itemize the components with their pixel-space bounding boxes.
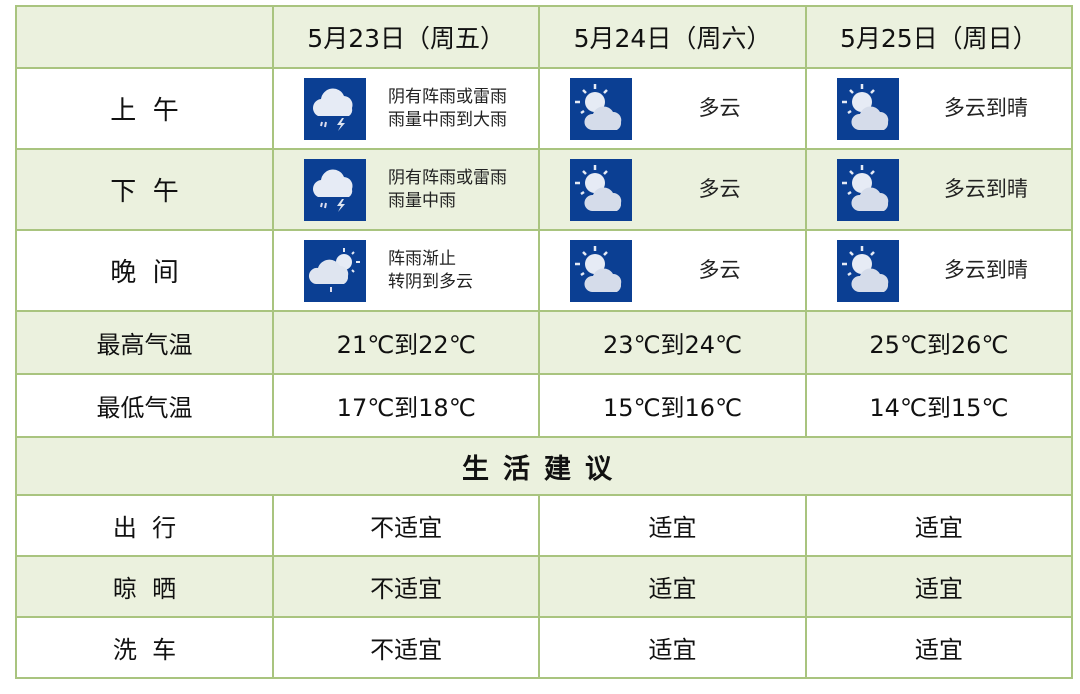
advice-value: 适宜	[804, 616, 1074, 679]
temperature-value: 17℃到18℃	[271, 373, 541, 438]
description-line: 多云到晴	[943, 258, 1028, 282]
period-label: 下 午	[15, 148, 274, 231]
thunderstorm-icon	[304, 77, 366, 140]
shower-clearing-icon	[304, 239, 366, 302]
forecast-cell: 多云到晴	[804, 67, 1074, 150]
temperature-label: 最低气温	[15, 373, 274, 438]
advice-value: 适宜	[804, 494, 1074, 557]
weather-description: 多云到晴	[921, 259, 1071, 282]
temperature-label: 最高气温	[15, 310, 274, 375]
advice-label: 晾 晒	[15, 555, 274, 618]
advice-value: 适宜	[804, 555, 1074, 618]
advice-row: 出 行不适宜 适宜 适宜	[15, 494, 1074, 557]
day-header: 5月24日（周六）	[538, 5, 807, 69]
advice-value: 适宜	[538, 555, 807, 618]
period-row: 下 午 阴有阵雨或雷雨 雨量中雨 多云 多云到晴	[15, 148, 1074, 231]
advice-value: 适宜	[538, 494, 807, 557]
description-line: 阵雨渐止	[388, 248, 456, 269]
partly-cloudy-icon	[570, 239, 633, 302]
header-row: 5月23日（周五） 5月24日（周六） 5月25日（周日）	[15, 5, 1074, 69]
advice-row: 洗 车不适宜 适宜 适宜	[15, 616, 1074, 679]
forecast-cell: 阵雨渐止 转阴到多云	[271, 229, 541, 312]
advice-value: 不适宜	[271, 494, 541, 557]
temperature-value: 14℃到15℃	[804, 373, 1074, 438]
weather-description: 多云	[654, 178, 804, 201]
period-row: 晚 间 阵雨渐止 转阴到多云 多云 多云到晴	[15, 229, 1074, 312]
temperature-value: 23℃到24℃	[538, 310, 807, 375]
partly-cloudy-icon	[836, 239, 899, 302]
description-line: 雨量中雨到大雨	[388, 109, 507, 130]
forecast-cell: 多云	[538, 229, 807, 312]
advice-label: 洗 车	[15, 616, 274, 679]
advice-value: 不适宜	[271, 616, 541, 679]
description-line: 多云	[698, 177, 741, 201]
partly-cloudy-icon	[570, 158, 633, 221]
temperature-value: 21℃到22℃	[271, 310, 541, 375]
period-label: 上 午	[15, 67, 274, 150]
temperature-row: 最高气温 21℃到22℃ 23℃到24℃ 25℃到26℃	[15, 310, 1074, 375]
description-line: 雨量中雨	[388, 190, 456, 211]
weather-description: 阴有阵雨或雷雨 雨量中雨	[388, 167, 507, 213]
description-line: 转阴到多云	[388, 271, 473, 292]
description-line: 多云到晴	[943, 96, 1028, 120]
description-line: 多云到晴	[943, 177, 1028, 201]
advice-row: 晾 晒不适宜 适宜 适宜	[15, 555, 1074, 618]
thunderstorm-icon	[304, 158, 366, 221]
partly-cloudy-icon	[836, 77, 899, 140]
advice-value: 不适宜	[271, 555, 541, 618]
description-line: 多云	[698, 96, 741, 120]
temperature-value: 25℃到26℃	[804, 310, 1074, 375]
weather-description: 阴有阵雨或雷雨 雨量中雨到大雨	[388, 86, 507, 132]
weather-forecast-table: 5月23日（周五） 5月24日（周六） 5月25日（周日）上 午阴有阵雨或雷雨 雨量中…	[15, 5, 1074, 679]
weather-description: 阵雨渐止 转阴到多云	[388, 248, 473, 294]
partly-cloudy-icon	[836, 158, 899, 221]
forecast-cell: 多云	[538, 148, 807, 231]
temperature-value: 15℃到16℃	[538, 373, 807, 438]
forecast-cell: 多云到晴	[804, 229, 1074, 312]
advice-title: 生活建议	[15, 436, 1073, 496]
period-label: 晚 间	[15, 229, 274, 312]
weather-description: 多云到晴	[921, 178, 1071, 201]
period-row: 上 午 阴有阵雨或雷雨 雨量中雨到大雨 多云 多云到晴	[15, 67, 1074, 150]
forecast-cell: 阴有阵雨或雷雨 雨量中雨到大雨	[271, 67, 541, 150]
advice-section-row: 生活建议	[15, 436, 1073, 496]
description-line: 多云	[698, 258, 741, 282]
advice-value: 适宜	[538, 616, 807, 679]
forecast-cell: 多云	[538, 67, 807, 150]
advice-label: 出 行	[15, 494, 274, 557]
weather-description: 多云	[654, 259, 804, 282]
corner-cell	[15, 5, 274, 69]
forecast-cell: 阴有阵雨或雷雨 雨量中雨	[271, 148, 541, 231]
forecast-cell: 多云到晴	[804, 148, 1074, 231]
weather-description: 多云	[654, 97, 804, 120]
day-header: 5月25日（周日）	[804, 5, 1074, 69]
partly-cloudy-icon	[570, 77, 633, 140]
temperature-row: 最低气温 17℃到18℃ 15℃到16℃ 14℃到15℃	[15, 373, 1074, 438]
day-header: 5月23日（周五）	[271, 5, 541, 69]
description-line: 阴有阵雨或雷雨	[388, 86, 507, 107]
weather-description: 多云到晴	[921, 97, 1071, 120]
description-line: 阴有阵雨或雷雨	[388, 167, 507, 188]
